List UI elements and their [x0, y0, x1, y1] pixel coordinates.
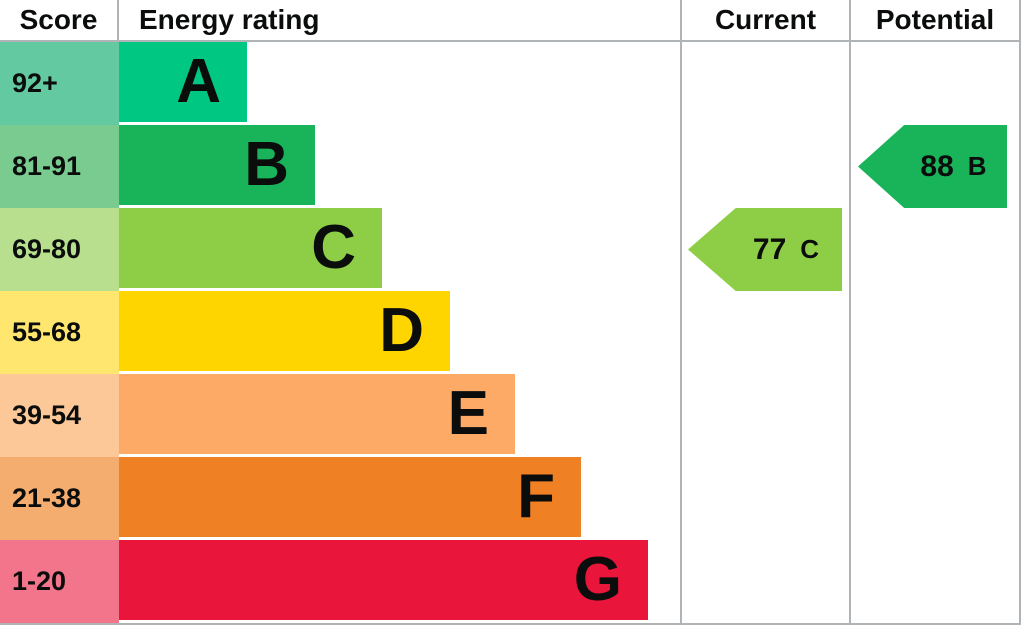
current-column-divider [680, 0, 682, 623]
band-row-c: 69-80 C [0, 208, 680, 291]
band-b-score: 81-91 [0, 125, 119, 208]
current-rating-letter: C [800, 234, 820, 264]
band-a-letter: A [176, 47, 221, 116]
potential-column-divider [849, 0, 851, 623]
score-column-divider [117, 0, 119, 40]
band-g-score: 1-20 [0, 540, 119, 623]
header-current: Current [714, 4, 817, 35]
band-b-bar: B [119, 125, 315, 205]
band-d-bar: D [119, 291, 450, 371]
band-g-letter: G [573, 545, 622, 614]
band-row-d: 55-68 D [0, 291, 680, 374]
band-d-score: 55-68 [0, 291, 119, 374]
potential-rating-value: 88 [920, 149, 954, 183]
band-row-e: 39-54 E [0, 374, 680, 457]
band-row-a: 92+ A [0, 42, 680, 125]
band-c-letter: C [311, 213, 356, 282]
current-rating-value: 77 [752, 232, 787, 266]
band-g-bar: G [119, 540, 648, 620]
right-border-line [1019, 0, 1021, 623]
band-f-score: 21-38 [0, 457, 119, 540]
band-a-score: 92+ [0, 42, 119, 125]
band-e-score: 39-54 [0, 374, 119, 457]
header-score: Score [19, 4, 98, 35]
band-e-letter: E [447, 379, 489, 448]
bottom-border-line [0, 623, 1021, 625]
potential-rating-arrow: 88 B [858, 125, 1007, 208]
band-f-letter: F [517, 462, 555, 531]
band-row-f: 21-38 F [0, 457, 680, 540]
band-b-letter: B [244, 130, 289, 199]
header-divider-line [0, 40, 1021, 42]
band-row-b: 81-91 B [0, 125, 680, 208]
band-d-letter: D [379, 296, 424, 365]
current-rating-arrow: 77 C [688, 208, 842, 291]
band-e-bar: E [119, 374, 515, 454]
header-energy-rating: Energy rating [139, 4, 320, 35]
band-f-bar: F [119, 457, 581, 537]
band-c-score: 69-80 [0, 208, 119, 291]
band-row-g: 1-20 G [0, 540, 680, 623]
band-a-bar: A [119, 42, 247, 122]
potential-rating-letter: B [967, 151, 987, 181]
header-potential: Potential [875, 4, 995, 35]
band-c-bar: C [119, 208, 382, 288]
